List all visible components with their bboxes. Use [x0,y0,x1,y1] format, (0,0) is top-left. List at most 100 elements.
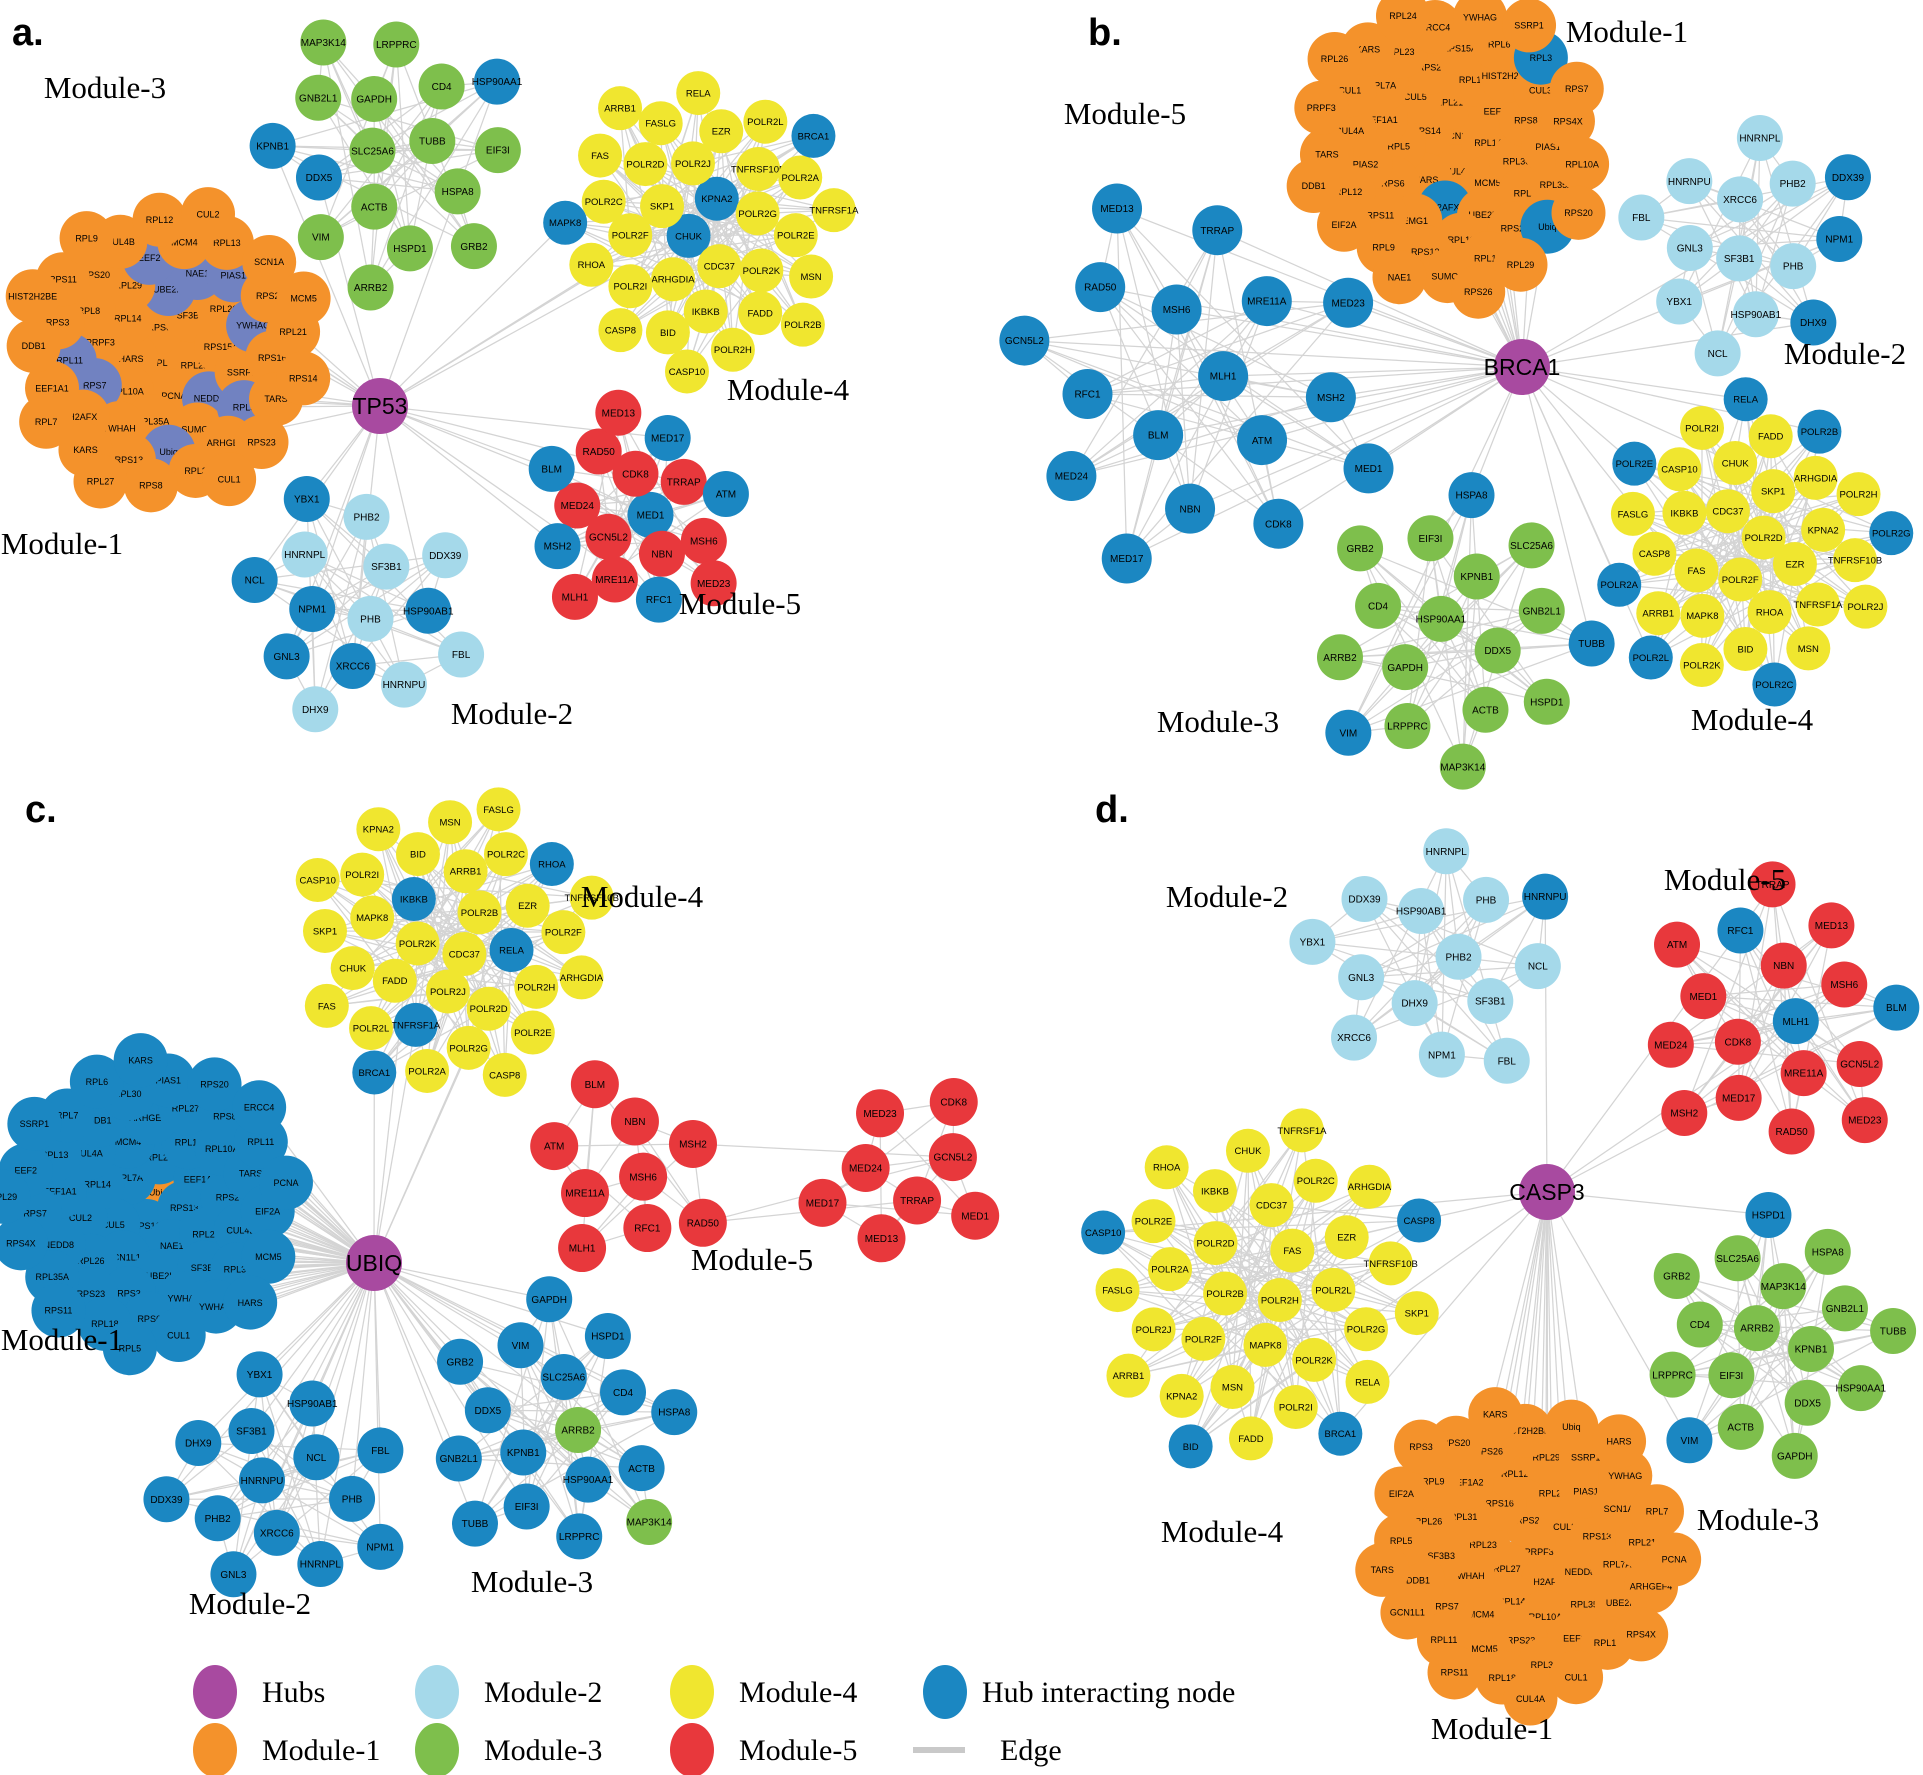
node-MED17 [1101,533,1152,584]
node-MCM5 [241,1229,296,1284]
node-TUBB [409,118,456,165]
node-label: GAPDH [1387,663,1423,674]
node-label: HSPA8 [658,1408,690,1419]
node-ACTB [618,1445,665,1492]
node-label: MCM5 [255,1252,282,1262]
node-label: NAE1 [160,1241,184,1251]
node-CDK8 [1714,1018,1761,1065]
node-label: CASP8 [1639,549,1670,560]
node-label: MSN [801,272,822,283]
node-label: MSH2 [1317,393,1345,404]
node-NPM1 [1418,1031,1465,1078]
node-label: EIF3I [515,1502,539,1513]
node-MED24 [1647,1021,1694,1068]
node-label: POLR2L [353,1024,389,1035]
node-label: PRPF3 [86,338,115,348]
node-label: MED13 [1100,204,1134,215]
node-label: EEF2 [1563,1633,1586,1643]
node-PHB2 [1435,933,1482,980]
node-RPS7 [1549,61,1604,116]
node-label: SF3B3 [1427,1551,1455,1561]
node-ATM [1237,415,1288,466]
node-label: POLR2H [517,982,555,993]
edge [1223,366,1523,377]
node-CASP10 [1081,1210,1126,1255]
node-CHUK [666,213,711,258]
edge [1071,366,1523,477]
edge [1176,308,1523,368]
node-CHUK [1713,441,1758,486]
edge [1250,1299,1281,1439]
node-label: RPS8 [213,1112,237,1122]
node-label: RPL29 [0,1192,17,1202]
edge [1634,463,1774,492]
node-RPL7 [1629,1484,1684,1539]
module-caption: Module-4 [1691,702,1814,737]
node-MED17 [798,1178,847,1227]
node-MED13 [595,389,642,436]
node-label: POLR2I [345,870,379,881]
edge [1462,495,1473,767]
node-label: HSPA8 [1455,491,1487,502]
node-EZR [505,883,550,928]
node-FBL [438,631,485,678]
node-SLC25A6 [1508,522,1555,569]
node-label: SLC25A6 [542,1373,585,1384]
edge [351,1262,375,1499]
node-MAPK8 [350,895,395,940]
node-label: CUL4A [1335,126,1364,136]
node-label: GCN5L2 [933,1153,972,1164]
node-label: MAPK8 [1249,1340,1281,1351]
node-label: RPS20 [81,270,110,280]
node-RAD50 [1768,1108,1815,1155]
node-label: ATM [1252,436,1272,447]
edge [1546,1191,1769,1216]
node-RPL6 [69,1054,124,1109]
node-label: POLR2F [1722,575,1759,586]
node-ATM [702,470,749,517]
node-MED17 [1715,1074,1762,1121]
node-RFC1 [1062,369,1113,420]
node-RELA [676,71,721,116]
node-label: MCM5 [1471,1644,1498,1654]
node-label: EZR [1785,559,1804,570]
node-label: RPL11 [247,1137,274,1147]
node-BLM [1133,410,1184,461]
node-SLC25A6 [540,1353,587,1400]
node-label: SKP1 [1761,487,1785,498]
node-CDK8 [1253,498,1304,549]
node-NBN [1760,942,1807,989]
node-POLR2F [541,910,586,955]
node-HIST2H2BE [5,269,60,324]
node-KPNA2 [1801,507,1846,552]
node-DDX5 [1784,1379,1831,1426]
node-label: RPS3 [117,1288,141,1298]
node-label: HARS [1413,175,1438,185]
node-HSPD1 [1745,1192,1792,1239]
node-label: RPL14 [1498,1597,1526,1607]
node-RELA [1345,1359,1390,1404]
node-label: SSRP1 [1514,21,1544,31]
module-caption: Module-5 [691,1242,813,1277]
node-label: RPL9 [75,233,98,243]
node-label: RAD50 [687,1218,720,1229]
edge [1087,366,1523,395]
node-layer: SLC25A6 TUBB ACTB GAPDH HSPA8 DDX5 CD4 HSPD1 GNB… [5,19,859,733]
edge [1544,896,1548,1193]
node-RPL26 [1307,31,1362,86]
node-label: POLR2F [612,231,649,242]
node-label: CASP10 [299,875,335,886]
node-GRB2 [450,223,497,270]
node-label: RPL14 [114,314,142,324]
node-label: FASLG [645,119,676,130]
node-label: SUMO3 [1431,271,1463,281]
node-label: RPS13 [1583,1531,1612,1541]
node-label: ARRB2 [561,1426,595,1437]
node-label: POLR2C [585,197,623,208]
node-MRE11A [561,1169,610,1218]
node-FASLG [638,101,683,146]
edge [379,405,651,516]
node-GAPDH [1771,1432,1818,1479]
node-label: CUL2 [1553,1522,1576,1532]
